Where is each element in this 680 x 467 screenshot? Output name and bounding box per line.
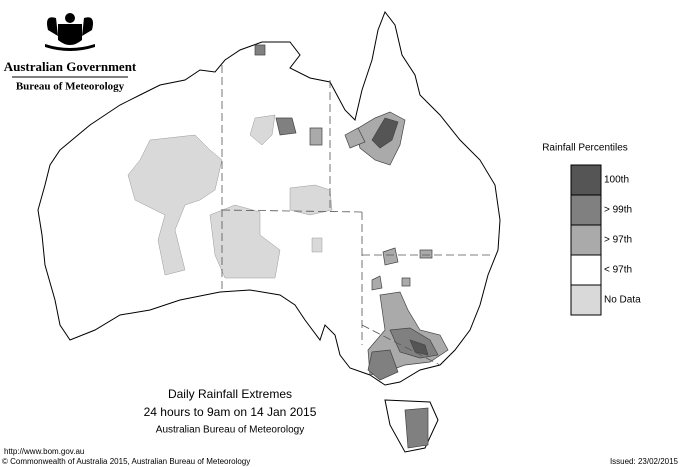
- legend-label: 100th: [604, 175, 629, 186]
- legend-label: > 99th: [604, 205, 632, 216]
- no-data-areas: [127, 114, 333, 279]
- legend-swatch: [570, 284, 602, 316]
- legend-swatch: [570, 254, 602, 286]
- legend-label: > 97th: [604, 235, 632, 246]
- caption-period: 24 hours to 9am on 14 Jan 2015: [144, 405, 317, 419]
- government-name: Australian Government: [4, 59, 137, 74]
- caption-title: Daily Rainfall Extremes: [168, 387, 292, 401]
- mainland: [37, 10, 501, 386]
- footer-copyright: © Commonwealth of Australia 2015, Austra…: [2, 457, 250, 466]
- legend: 100th > 99th > 97th < 97th No Data: [570, 164, 641, 316]
- legend-swatch: [570, 224, 602, 256]
- legend-label: < 97th: [604, 265, 632, 276]
- agency-name: Bureau of Meteorology: [16, 81, 125, 93]
- rainfall-areas: [254, 44, 449, 449]
- state-borders: [221, 65, 490, 366]
- footer-issued: Issued: 23/02/2015: [610, 457, 679, 466]
- caption-source: Australian Bureau of Meteorology: [156, 425, 304, 436]
- legend-swatch: [570, 164, 602, 196]
- legend-label: No Data: [604, 295, 641, 306]
- crest: [45, 13, 95, 51]
- legend-swatch: [570, 194, 602, 226]
- footer-url: http://www.bom.gov.au: [4, 447, 84, 456]
- legend-title: Rainfall Percentiles: [542, 143, 628, 154]
